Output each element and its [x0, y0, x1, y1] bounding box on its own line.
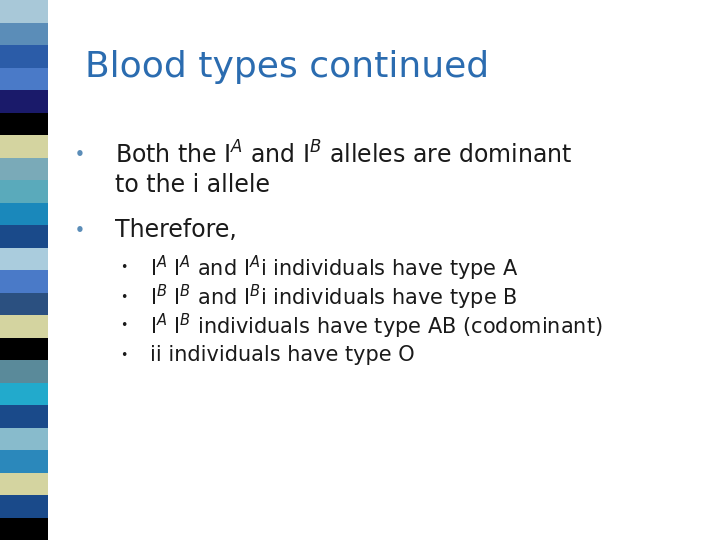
- Text: to the i allele: to the i allele: [115, 173, 270, 197]
- Bar: [0, 23, 48, 45]
- Text: •: •: [120, 320, 127, 333]
- Bar: [0, 517, 48, 540]
- Bar: [0, 270, 48, 293]
- Text: •: •: [120, 291, 127, 303]
- Bar: [0, 90, 48, 112]
- Bar: [0, 0, 48, 23]
- Bar: [0, 315, 48, 338]
- Text: •: •: [75, 147, 85, 163]
- Bar: [0, 68, 48, 90]
- Bar: [0, 45, 48, 68]
- Text: •: •: [120, 348, 127, 361]
- Bar: [0, 382, 48, 405]
- Text: Both the I$^A$ and I$^B$ alleles are dominant: Both the I$^A$ and I$^B$ alleles are dom…: [115, 141, 572, 168]
- Bar: [0, 472, 48, 495]
- Bar: [0, 293, 48, 315]
- Bar: [0, 360, 48, 382]
- Text: I$^A$ I$^B$ individuals have type AB (codominant): I$^A$ I$^B$ individuals have type AB (co…: [150, 312, 603, 341]
- Bar: [0, 225, 48, 247]
- Bar: [0, 450, 48, 472]
- Text: ii individuals have type O: ii individuals have type O: [150, 345, 415, 365]
- Text: I$^B$ I$^B$ and I$^B$i individuals have type B: I$^B$ I$^B$ and I$^B$i individuals have …: [150, 282, 517, 312]
- Text: •: •: [120, 261, 127, 274]
- Bar: [0, 428, 48, 450]
- Bar: [0, 405, 48, 428]
- Bar: [0, 135, 48, 158]
- Text: Blood types continued: Blood types continued: [85, 50, 489, 84]
- Bar: [0, 158, 48, 180]
- Text: I$^A$ I$^A$ and I$^A$i individuals have type A: I$^A$ I$^A$ and I$^A$i individuals have …: [150, 253, 518, 282]
- Text: Therefore,: Therefore,: [115, 218, 237, 242]
- Bar: [0, 338, 48, 360]
- Text: •: •: [75, 222, 85, 238]
- Bar: [0, 495, 48, 517]
- Bar: [0, 112, 48, 135]
- Bar: [0, 247, 48, 270]
- Bar: [0, 180, 48, 202]
- Bar: [0, 202, 48, 225]
